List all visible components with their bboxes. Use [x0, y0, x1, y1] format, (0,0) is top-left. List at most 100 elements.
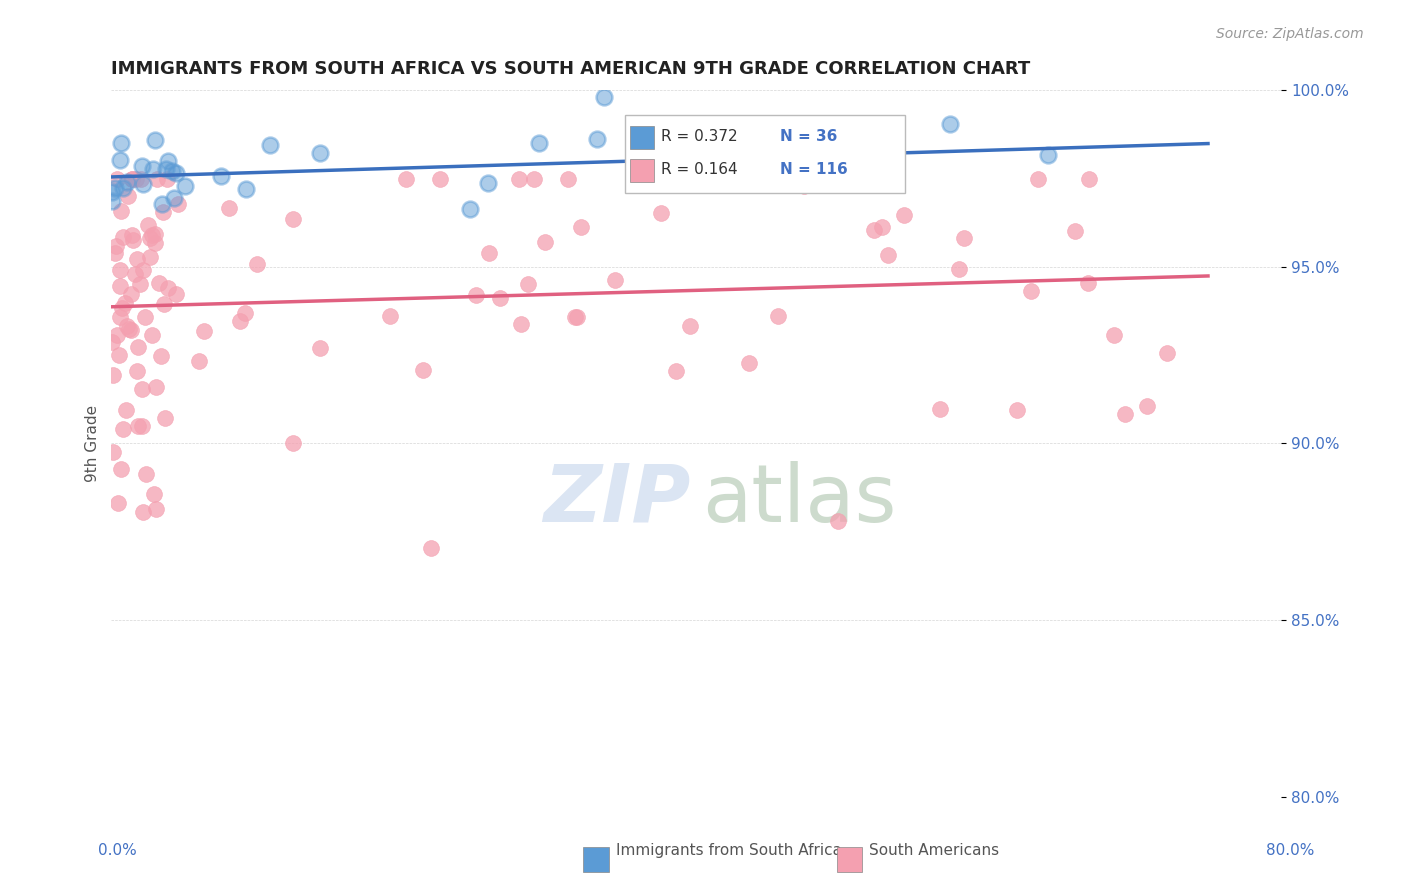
Point: [569, 219, 592, 234]
Point: [145, 133, 167, 147]
Point: [827, 515, 849, 529]
Point: [112, 230, 135, 244]
Point: [564, 310, 586, 324]
Point: [209, 169, 232, 184]
Point: [259, 137, 281, 152]
Point: [478, 246, 501, 260]
Point: [101, 444, 124, 458]
Point: [121, 228, 143, 243]
Point: [665, 364, 688, 378]
Point: [132, 505, 155, 519]
Point: [745, 168, 768, 182]
Point: [823, 171, 845, 186]
Point: [111, 181, 134, 195]
Point: [131, 418, 153, 433]
Point: [104, 181, 127, 195]
Point: [111, 301, 134, 316]
Point: [120, 286, 142, 301]
Y-axis label: 9th Grade: 9th Grade: [86, 405, 100, 482]
Point: [105, 327, 128, 342]
Point: [108, 348, 131, 362]
Point: [877, 248, 900, 262]
Point: [593, 90, 616, 104]
Point: [141, 328, 163, 343]
Point: [101, 335, 124, 350]
Point: [121, 171, 143, 186]
Point: [156, 171, 179, 186]
Point: [143, 235, 166, 250]
Point: [173, 179, 195, 194]
Point: [863, 223, 886, 237]
Point: [872, 220, 894, 235]
Point: [160, 164, 183, 178]
Point: [218, 201, 240, 215]
Point: [135, 467, 157, 481]
Point: [281, 436, 304, 450]
Point: [153, 411, 176, 425]
Point: [101, 185, 124, 199]
Point: [233, 305, 256, 319]
Text: 0.0%: 0.0%: [98, 843, 138, 858]
Point: [669, 176, 692, 190]
Point: [127, 364, 149, 378]
Point: [107, 495, 129, 509]
Point: [928, 401, 950, 416]
Point: [394, 171, 416, 186]
Point: [141, 227, 163, 242]
Point: [157, 280, 180, 294]
Point: [111, 422, 134, 436]
Point: [110, 136, 132, 150]
Point: [557, 171, 579, 186]
Text: 80.0%: 80.0%: [1267, 843, 1315, 858]
Point: [650, 206, 672, 220]
Point: [108, 310, 131, 325]
Point: [516, 277, 538, 292]
Point: [738, 356, 761, 370]
Point: [115, 403, 138, 417]
Point: [129, 171, 152, 186]
Point: [142, 161, 165, 176]
Point: [105, 238, 128, 252]
Point: [378, 310, 401, 324]
Point: [114, 295, 136, 310]
Text: R = 0.164: R = 0.164: [661, 162, 738, 178]
Point: [117, 189, 139, 203]
Text: Immigrants from South Africa: Immigrants from South Africa: [616, 843, 842, 858]
Point: [1005, 403, 1028, 417]
Point: [605, 273, 627, 287]
Point: [1077, 276, 1099, 290]
Point: [792, 159, 814, 173]
Point: [308, 341, 330, 355]
Point: [508, 171, 530, 186]
Point: [1021, 285, 1043, 299]
Point: [121, 234, 143, 248]
Point: [187, 353, 209, 368]
Point: [124, 267, 146, 281]
Point: [711, 171, 734, 186]
Point: [761, 156, 783, 170]
Point: [120, 323, 142, 337]
Point: [115, 175, 138, 189]
Point: [143, 486, 166, 500]
Point: [1063, 224, 1085, 238]
Point: [464, 288, 486, 302]
Point: [145, 380, 167, 394]
Point: [948, 262, 970, 277]
Point: [153, 297, 176, 311]
Point: [458, 202, 481, 216]
Point: [412, 362, 434, 376]
Point: [100, 194, 122, 209]
Point: [145, 171, 167, 186]
Point: [138, 218, 160, 232]
Point: [165, 287, 187, 301]
FancyBboxPatch shape: [624, 115, 905, 193]
Point: [127, 418, 149, 433]
Point: [586, 132, 609, 146]
Point: [523, 171, 546, 186]
Text: N = 116: N = 116: [779, 162, 848, 178]
Point: [131, 382, 153, 396]
Point: [953, 231, 976, 245]
Point: [115, 319, 138, 334]
Point: [139, 250, 162, 264]
Text: R = 0.372: R = 0.372: [661, 128, 738, 144]
